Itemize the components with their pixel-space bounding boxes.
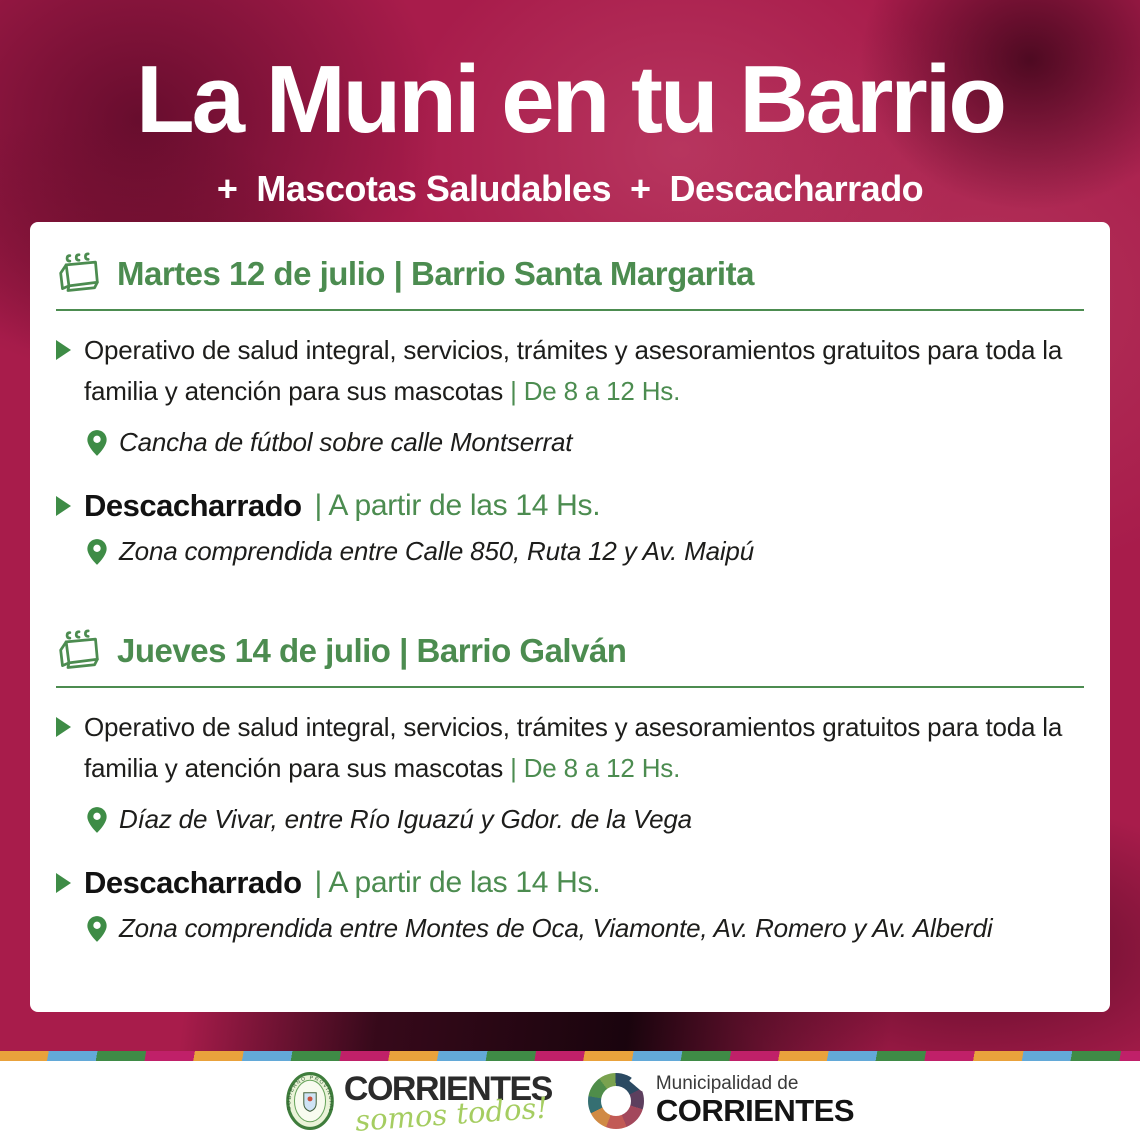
subtitle: + Mascotas Saludables + Descacharrado: [0, 168, 1140, 210]
multicolor-stripe: [0, 1051, 1140, 1061]
bullet-triangle-icon: [56, 717, 71, 738]
operative-text: Operativo de salud integral, servicios, …: [84, 707, 1084, 789]
section-divider: [56, 309, 1084, 311]
operative-item: Operativo de salud integral, servicios, …: [56, 330, 1084, 412]
descacharrado-time: | A partir de las 14 Hs.: [314, 866, 601, 900]
calendar-icon: [59, 252, 99, 292]
section-martes-12: Martes 12 de julio | Barrio Santa Margar…: [56, 252, 1084, 567]
location-item: Díaz de Vivar, entre Río Iguazú y Gdor. …: [86, 804, 1084, 835]
municipal-line1: Municipalidad de: [655, 1072, 799, 1094]
section-date-heading-row: Jueves 14 de julio | Barrio Galván: [56, 629, 1084, 673]
provincial-logo: GOBIERNO PROVINCIAL CORRIENTES somos tod…: [286, 1070, 553, 1138]
municipal-ring-icon: [587, 1072, 647, 1129]
section-date-heading: Martes 12 de julio | Barrio Santa Margar…: [117, 255, 754, 292]
municipal-logo: Municipalidad de CORRIENTES: [587, 1072, 855, 1129]
operative-item: Operativo de salud integral, servicios, …: [56, 707, 1084, 789]
location-item: Zona comprendida entre Calle 850, Ruta 1…: [86, 536, 1084, 567]
bullet-triangle-icon: [56, 873, 71, 894]
section-divider: [56, 686, 1084, 689]
subtitle-item-mascotas: Mascotas Saludables: [256, 168, 611, 209]
footer-bar: GOBIERNO PROVINCIAL CORRIENTES somos tod…: [0, 1061, 1140, 1140]
descacharrado-item: Descacharrado | A partir de las 14 Hs.: [56, 865, 1084, 901]
ring-notch: [629, 1074, 647, 1091]
plus-icon: +: [630, 168, 651, 209]
provincial-logo-text: CORRIENTES somos todos!: [343, 1070, 553, 1138]
location-item: Zona comprendida entre Montes de Oca, Vi…: [86, 913, 1084, 944]
location-pin-icon: [87, 538, 107, 565]
descacharrado-time: | A partir de las 14 Hs.: [314, 489, 601, 523]
background-dark-band: [0, 1008, 1140, 1054]
section-date-heading: Jueves 14 de julio | Barrio Galván: [117, 632, 627, 670]
location-pin-icon: [87, 429, 107, 456]
provincial-emblem-icon: GOBIERNO PROVINCIAL: [286, 1071, 334, 1130]
operative-time: | De 8 a 12 Hs.: [510, 753, 681, 784]
subtitle-item-descacharrado: Descacharrado: [669, 168, 924, 209]
municipal-name: CORRIENTES: [655, 1093, 855, 1129]
content-card: Martes 12 de julio | Barrio Santa Margar…: [30, 222, 1110, 1012]
descacharrado-item: Descacharrado | A partir de las 14 Hs.: [56, 488, 1084, 524]
location-text: Zona comprendida entre Montes de Oca, Vi…: [119, 913, 993, 944]
location-pin-icon: [87, 915, 107, 942]
location-item: Cancha de fútbol sobre calle Montserrat: [86, 427, 1084, 458]
operative-time: | De 8 a 12 Hs.: [510, 376, 681, 407]
provincial-name: CORRIENTES: [343, 1070, 553, 1108]
operative-text: Operativo de salud integral, servicios, …: [84, 330, 1084, 412]
header-banner: La Muni en tu Barrio + Mascotas Saludabl…: [0, 0, 1140, 210]
section-jueves-14: Jueves 14 de julio | Barrio Galván Opera…: [56, 629, 1084, 944]
plus-icon: +: [216, 168, 238, 209]
municipal-logo-text: Municipalidad de CORRIENTES: [655, 1072, 855, 1129]
location-pin-icon: [87, 806, 107, 833]
location-text: Díaz de Vivar, entre Río Iguazú y Gdor. …: [119, 804, 692, 835]
page-title: La Muni en tu Barrio: [135, 46, 1007, 153]
bullet-triangle-icon: [56, 340, 71, 360]
location-text: Cancha de fútbol sobre calle Montserrat: [119, 427, 573, 458]
descacharrado-label: Descacharrado: [84, 488, 302, 524]
location-text: Zona comprendida entre Calle 850, Ruta 1…: [119, 536, 754, 567]
descacharrado-label: Descacharrado: [84, 865, 302, 901]
operative-description: Operativo de salud integral, servicios, …: [84, 712, 1063, 784]
section-date-heading-row: Martes 12 de julio | Barrio Santa Margar…: [56, 252, 1084, 296]
calendar-icon: [59, 629, 99, 670]
bullet-triangle-icon: [56, 496, 71, 517]
